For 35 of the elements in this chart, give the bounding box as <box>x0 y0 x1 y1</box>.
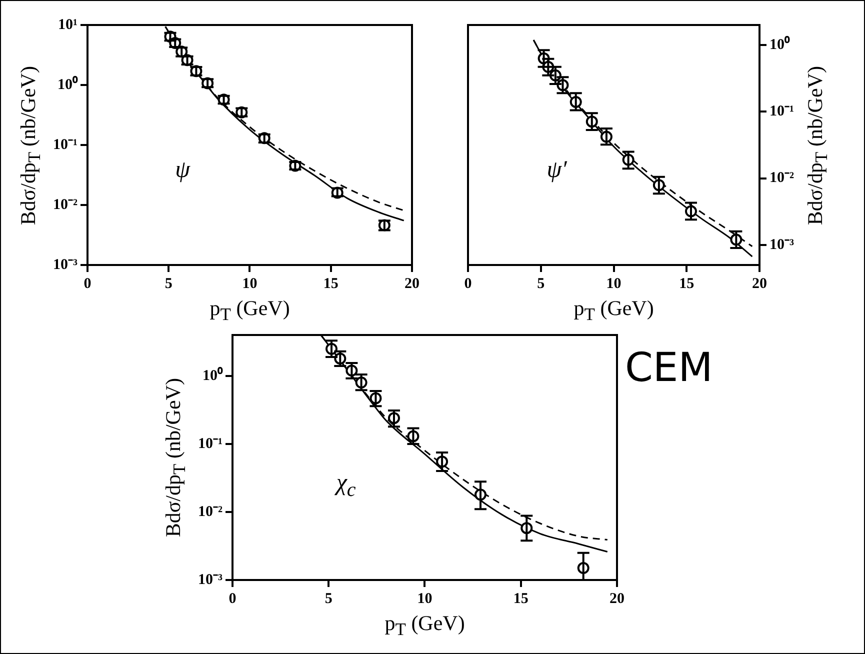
x-tick-label: 0 <box>228 590 236 607</box>
y2-tick-label: 10⁰ <box>770 34 791 53</box>
x-tick-label: 15 <box>323 276 338 292</box>
y2-tick-label: 10⁻² <box>770 170 795 186</box>
x-axis-title: p$_{T}$ (GeV) <box>210 296 290 326</box>
y-tick-label: 10⁻² <box>198 504 223 520</box>
y-tick-label: 10⁻¹ <box>52 136 78 153</box>
y-tick-label: 10⁻³ <box>52 256 78 273</box>
x-tick-label: 15 <box>679 276 694 292</box>
x-tick-label: 5 <box>164 276 172 292</box>
x-tick-label: 20 <box>404 276 420 292</box>
y-tick-label: 10⁻² <box>52 196 78 213</box>
x-tick-label: 15 <box>513 590 528 607</box>
annotation: χ$_{c}$ <box>336 470 356 502</box>
y2-tick-label: 10⁻³ <box>770 236 795 253</box>
text: CEM <box>625 345 713 391</box>
y-tick-label: 10⁰ <box>202 366 224 384</box>
x-tick-label: 0 <box>84 276 92 292</box>
x-axis-title: p$_{T}$ (GeV) <box>384 611 465 640</box>
y-tick-label: 10⁰ <box>57 74 78 93</box>
x-tick-label: 5 <box>537 276 545 292</box>
x-tick-label: 10 <box>606 276 622 292</box>
x-tick-label: 5 <box>324 590 332 607</box>
y-tick-label: 10¹ <box>58 16 78 33</box>
y2-tick-label: 10⁻¹ <box>770 104 794 120</box>
x-tick-label: 10 <box>417 590 432 607</box>
annotation: ψ <box>175 157 190 184</box>
y-tick-label: 10⁻¹ <box>198 436 222 452</box>
x-tick-label: 20 <box>610 590 624 607</box>
x-tick-label: 10 <box>242 276 258 292</box>
x-tick-label: 0 <box>464 276 472 292</box>
x-axis-title: p$_{T}$ (GeV) <box>574 296 654 326</box>
annotation: ψ′ <box>546 157 567 184</box>
x-tick-label: 20 <box>752 276 768 292</box>
y-tick-label: 10⁻³ <box>198 572 223 588</box>
